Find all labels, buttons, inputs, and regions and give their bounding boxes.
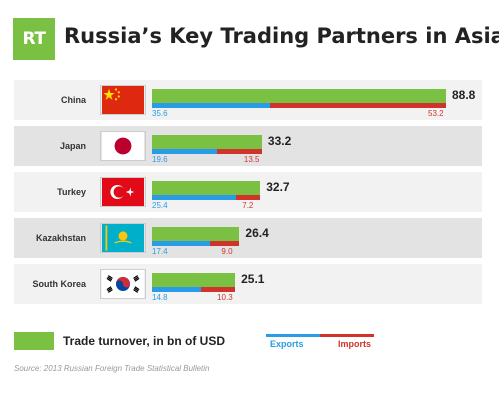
chart-row: China 88.8 35.6 53.2 bbox=[14, 80, 482, 120]
chart-row: Japan 33.2 19.6 13.5 bbox=[14, 126, 482, 166]
category-label: Turkey bbox=[57, 187, 86, 197]
imports-bar bbox=[201, 287, 236, 292]
exports-value-label: 35.6 bbox=[152, 109, 168, 118]
turnover-bar bbox=[152, 273, 236, 287]
legend-imports-line bbox=[320, 334, 374, 337]
turkey-flag-icon bbox=[100, 177, 146, 207]
category-label: South Korea bbox=[32, 279, 86, 289]
category-label: Kazakhstan bbox=[35, 233, 86, 243]
legend-turnover-label: Trade turnover, in bn of USD bbox=[63, 334, 226, 348]
japan-flag-icon bbox=[100, 131, 146, 161]
exports-value-label: 25.4 bbox=[152, 201, 168, 210]
source-note: Source: 2013 Russian Foreign Trade Stati… bbox=[14, 364, 210, 373]
chart-row: Kazakhstan 26.4 17.4 9.0 bbox=[14, 218, 482, 258]
exports-bar bbox=[152, 103, 270, 108]
kazakhstan-flag-icon bbox=[100, 223, 146, 253]
imports-value-label: 9.0 bbox=[221, 247, 233, 256]
rt-logo: RT bbox=[13, 18, 55, 60]
imports-bar bbox=[216, 149, 262, 154]
turnover-bar bbox=[152, 135, 262, 149]
turnover-value-label: 32.7 bbox=[266, 180, 290, 194]
chart-row: South Korea 25.1 14.8 10.3 bbox=[14, 264, 482, 304]
turnover-bar bbox=[152, 89, 446, 103]
imports-bar bbox=[236, 195, 260, 200]
imports-value-label: 13.5 bbox=[243, 155, 260, 164]
chart-row: Turkey 32.7 25.4 7.2 bbox=[14, 172, 482, 212]
turnover-bar bbox=[152, 227, 240, 241]
exports-bar bbox=[152, 195, 237, 200]
turnover-value-label: 33.2 bbox=[267, 134, 292, 148]
turnover-bar bbox=[152, 181, 261, 195]
category-label: China bbox=[60, 95, 86, 105]
exports-value-label: 19.6 bbox=[152, 155, 168, 164]
exports-bar bbox=[152, 241, 210, 246]
imports-bar bbox=[269, 103, 446, 108]
imports-value-label: 53.2 bbox=[428, 109, 444, 118]
category-label: Japan bbox=[59, 141, 86, 151]
turnover-value-label: 26.4 bbox=[245, 226, 269, 240]
exports-value-label: 17.4 bbox=[152, 247, 168, 256]
south-korea-flag-icon bbox=[100, 269, 146, 299]
turnover-value-label: 25.1 bbox=[241, 272, 265, 286]
legend-imports-label: Imports bbox=[338, 339, 372, 349]
turnover-value-label: 88.8 bbox=[452, 88, 476, 102]
chart-rows: China 88.8 35.6 53.2 Japan 33.2 19.6 13.5 Turkey… bbox=[14, 80, 482, 310]
exports-bar bbox=[152, 149, 217, 154]
exports-value-label: 14.8 bbox=[152, 293, 168, 302]
imports-value-label: 7.2 bbox=[242, 201, 254, 210]
imports-value-label: 10.3 bbox=[217, 293, 233, 302]
legend-exports-line bbox=[266, 334, 320, 337]
chart-title: Russia’s Key Trading Partners in Asia bbox=[64, 24, 499, 48]
legend-turnover-swatch bbox=[14, 332, 54, 350]
china-flag-icon bbox=[100, 85, 146, 115]
imports-bar bbox=[209, 241, 240, 246]
legend-exports-label: Exports bbox=[270, 339, 304, 349]
exports-bar bbox=[152, 287, 201, 292]
